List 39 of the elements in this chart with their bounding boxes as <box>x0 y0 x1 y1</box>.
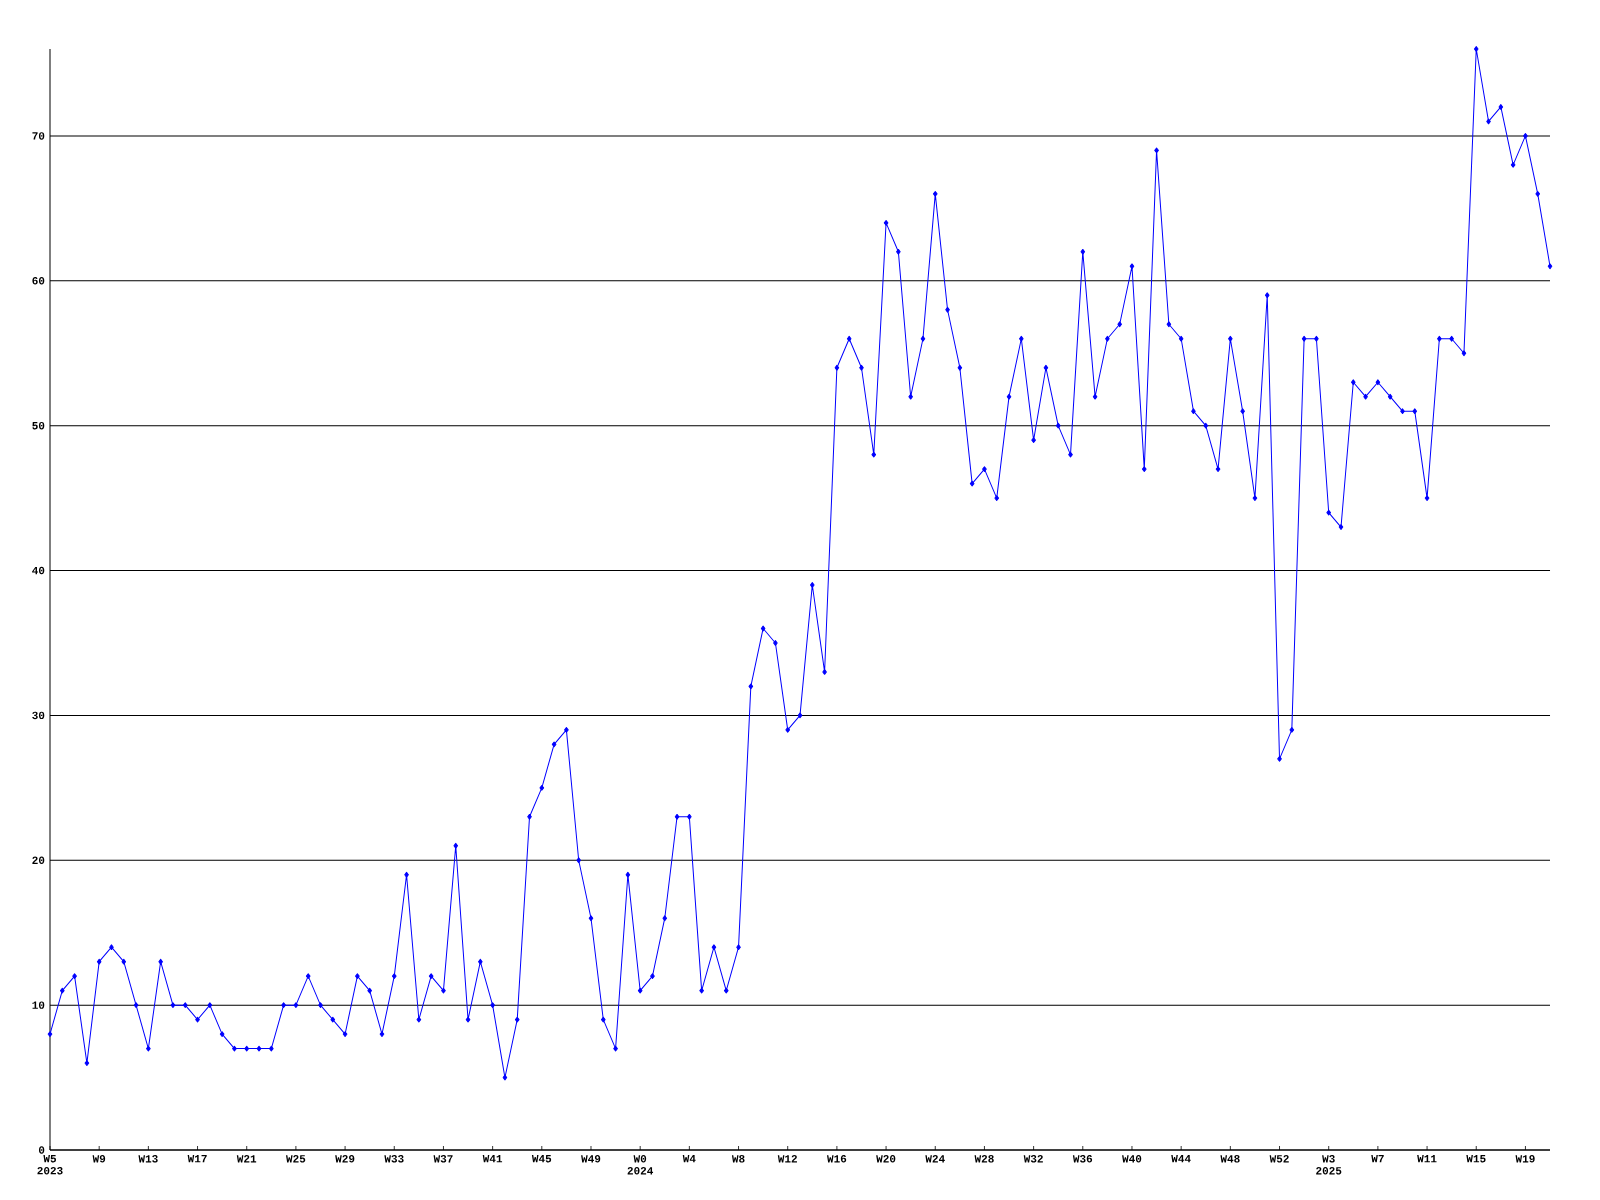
y-tick-label: 60 <box>32 277 45 285</box>
x-tick-label: W37 <box>433 1155 453 1163</box>
x-tick-label: W19 <box>1515 1155 1535 1163</box>
x-tick-label: W44 <box>1171 1155 1191 1163</box>
x-tick-label: W9 <box>92 1155 106 1163</box>
y-tick-label: 70 <box>32 132 45 140</box>
x-tick-label: W32 <box>1023 1155 1043 1163</box>
y-tick-label: 0 <box>38 1146 45 1154</box>
x-tick-label: W17 <box>187 1155 207 1163</box>
x-tick-label: W12 <box>777 1155 797 1163</box>
x-tick-label: W11 <box>1417 1155 1437 1163</box>
x-tick-label: W25 <box>286 1155 306 1163</box>
x-tick-label: W4 <box>682 1155 696 1163</box>
x-tick-label: W48 <box>1220 1155 1240 1163</box>
y-tick-label: 50 <box>32 421 45 430</box>
y-tick-label: 10 <box>32 1001 45 1009</box>
x-tick-label: W20 <box>876 1155 896 1163</box>
x-tick-label: W36 <box>1072 1155 1093 1163</box>
x-tick-label: W49 <box>581 1155 601 1163</box>
x-tick-label: W13 <box>138 1155 158 1163</box>
x-tick-label: W40 <box>1122 1155 1142 1163</box>
x-tick-label: W0 2024 <box>627 1155 654 1175</box>
x-tick-label: W24 <box>925 1155 945 1163</box>
x-tick-label: W8 <box>731 1155 745 1163</box>
y-tick-label: 20 <box>32 856 45 864</box>
x-tick-label: W21 <box>236 1155 257 1163</box>
x-tick-label: W45 <box>531 1155 552 1163</box>
x-tick-label: W41 <box>482 1155 503 1163</box>
x-tick-label: W28 <box>974 1155 994 1163</box>
x-tick-label: W3 2025 <box>1316 1155 1342 1175</box>
x-tick-label: W33 <box>384 1155 404 1163</box>
x-tick-label: W52 <box>1269 1155 1289 1163</box>
x-tick-label: W7 <box>1371 1155 1384 1163</box>
x-tick-label: W15 <box>1466 1155 1486 1163</box>
y-tick-label: 30 <box>32 711 45 720</box>
x-tick-label: W16 <box>826 1155 847 1163</box>
y-tick-label: 40 <box>32 566 45 575</box>
x-tick-label: W5 2023 <box>37 1155 63 1175</box>
x-tick-label: W29 <box>335 1155 355 1163</box>
